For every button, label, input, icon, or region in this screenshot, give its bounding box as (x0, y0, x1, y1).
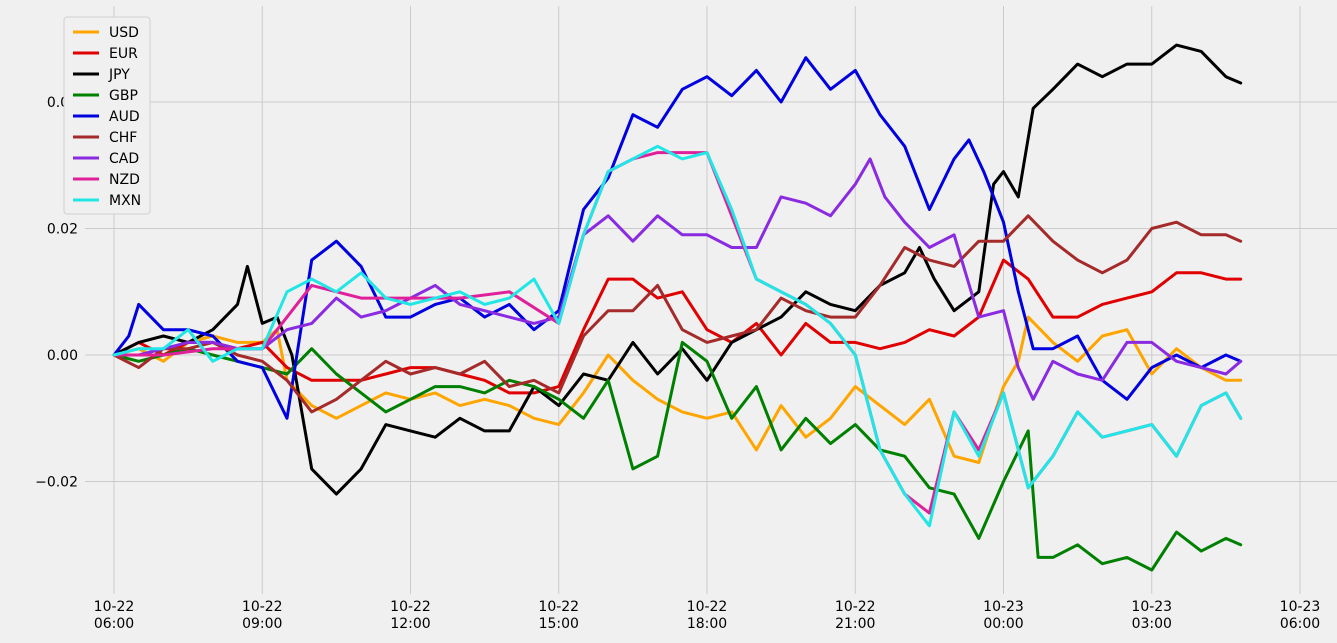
series-line-cad (112, 157, 1243, 401)
x-tick-label-date: 10-22 (242, 599, 283, 615)
legend-label: USD (109, 25, 139, 41)
x-tick-label-date: 10-23 (1131, 599, 1172, 615)
x-tick-label-time: 21:00 (835, 616, 875, 632)
series-line-mxn (112, 144, 1243, 528)
series-layer (112, 43, 1243, 572)
x-tick-label-date: 10-22 (687, 599, 728, 615)
legend-label: GBP (109, 88, 138, 104)
x-tick-label-time: 00:00 (983, 616, 1023, 632)
x-tick-label-date: 10-23 (983, 599, 1024, 615)
x-tick-label-date: 10-22 (94, 599, 135, 615)
y-tick-label: 0.02 (47, 222, 78, 238)
x-tick-label-date: 10-22 (835, 599, 876, 615)
legend: USD EUR JPY GBP AUD CHF CAD NZD MXN (63, 16, 151, 215)
x-tick-label-date: 10-23 (1280, 599, 1321, 615)
y-tick-label: 0.00 (47, 348, 78, 364)
grid (85, 6, 1337, 594)
x-tick-label-date: 10-22 (390, 599, 431, 615)
x-axis-ticks: 10-2206:0010-2209:0010-2212:0010-2215:00… (94, 599, 1321, 632)
legend-label: CAD (109, 151, 139, 167)
x-tick-label-time: 18:00 (687, 616, 727, 632)
y-tick-label: −0.02 (35, 475, 78, 491)
legend-label: EUR (109, 46, 138, 62)
legend-label: CHF (109, 130, 137, 146)
series-line-eur (112, 258, 1243, 395)
legend-box (63, 16, 151, 215)
series-line-aud (112, 56, 1243, 420)
legend-label: NZD (109, 172, 140, 188)
legend-label: AUD (109, 109, 140, 125)
series-line-jpy (112, 43, 1243, 496)
x-tick-label-time: 15:00 (539, 616, 579, 632)
series-line-chf (112, 214, 1243, 414)
x-tick-label-date: 10-22 (538, 599, 579, 615)
x-tick-label-time: 06:00 (94, 616, 134, 632)
legend-label: JPY (108, 67, 130, 83)
x-tick-label-time: 03:00 (1132, 616, 1172, 632)
x-tick-label-time: 09:00 (242, 616, 282, 632)
x-tick-label-time: 06:00 (1280, 616, 1320, 632)
x-tick-label-time: 12:00 (390, 616, 430, 632)
series-line-gbp (112, 340, 1243, 572)
legend-label: MXN (109, 193, 141, 209)
